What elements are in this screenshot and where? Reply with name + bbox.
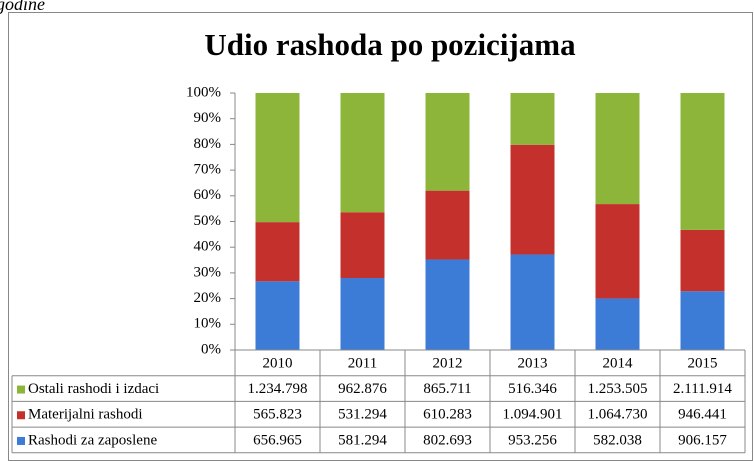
table-value: 582.038 [593,432,642,448]
bar-segment [680,229,725,292]
x-tick-label: 2011 [348,355,377,371]
text-fragment: godine [0,0,45,14]
y-tick-label: 70% [194,162,222,178]
table-value: 802.693 [423,432,472,448]
y-tick-label: 100% [186,84,221,100]
table-value: 1.094.901 [503,407,563,423]
table-value: 946.441 [678,407,727,423]
bar-segment [255,222,300,282]
bar-segment [425,93,470,191]
legend-label: Materijalni rashodi [28,407,143,423]
bar-segment [595,93,640,205]
table-value: 516.346 [508,381,557,397]
table-value: 581.294 [338,432,387,448]
bar-segment [595,298,640,350]
table-value: 565.823 [253,407,302,423]
bar-segment [255,93,300,223]
table-value: 1.234.798 [248,381,308,397]
bar-segment [680,291,725,350]
y-tick-label: 80% [194,136,222,152]
table-value: 656.965 [253,432,302,448]
table-value: 2.111.914 [673,381,732,397]
table-value: 906.157 [678,432,727,448]
legend-marker [17,436,25,445]
bar-segment [425,190,470,260]
y-tick-label: 50% [194,213,222,229]
x-tick-label: 2012 [433,355,463,371]
bar-segment [340,212,385,279]
table-value: 1.064.730 [588,407,648,423]
table-value: 1.253.505 [588,381,648,397]
legend-marker [17,385,25,394]
x-tick-label: 2013 [518,355,548,371]
legend-label: Rashodi za zaposlene [28,432,157,448]
table-value: 865.711 [423,381,471,397]
y-tick-label: 30% [194,264,222,280]
x-tick-label: 2014 [603,355,634,371]
bar-segment [510,254,555,350]
y-tick-label: 20% [194,290,222,306]
x-tick-label: 2015 [688,355,718,371]
y-tick-label: 0% [201,341,221,357]
bar-segment [595,204,640,299]
legend-marker [17,411,25,420]
table-value: 962.876 [338,381,387,397]
y-tick-label: 40% [194,239,222,255]
bar-segment [510,144,555,255]
bar-segment [510,93,555,145]
table-value: 531.294 [338,407,387,423]
x-tick-label: 2010 [263,355,293,371]
legend-label: Ostali rashodi i izdaci [28,381,159,397]
y-tick-label: 60% [194,187,222,203]
y-tick-label: 90% [194,110,222,126]
table-value: 610.283 [423,407,472,423]
bar-segment [340,278,385,350]
table-value: 953.256 [508,432,557,448]
chart-title: Udio rashoda po pozicijama [204,27,576,62]
bar-segment [340,93,385,213]
bar-segment [680,93,725,230]
y-tick-label: 10% [194,316,222,332]
bar-segment [255,281,300,350]
bar-segment [425,259,470,350]
